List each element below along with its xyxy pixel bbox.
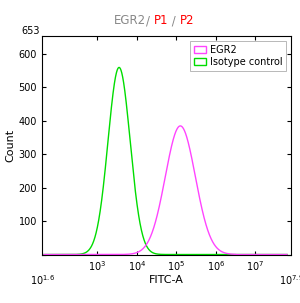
Text: $10^{1.6}$: $10^{1.6}$ xyxy=(29,273,55,287)
Text: P1: P1 xyxy=(153,14,168,27)
Text: P2: P2 xyxy=(179,14,194,27)
X-axis label: FITC-A: FITC-A xyxy=(149,275,184,285)
Text: EGR2: EGR2 xyxy=(114,14,146,27)
Text: /: / xyxy=(168,14,179,27)
Y-axis label: Count: Count xyxy=(6,129,16,162)
Text: /: / xyxy=(146,14,153,27)
Text: $10^{7.9}$: $10^{7.9}$ xyxy=(279,273,300,287)
Legend: EGR2, Isotype control: EGR2, Isotype control xyxy=(190,41,286,71)
Text: 653: 653 xyxy=(21,26,40,36)
